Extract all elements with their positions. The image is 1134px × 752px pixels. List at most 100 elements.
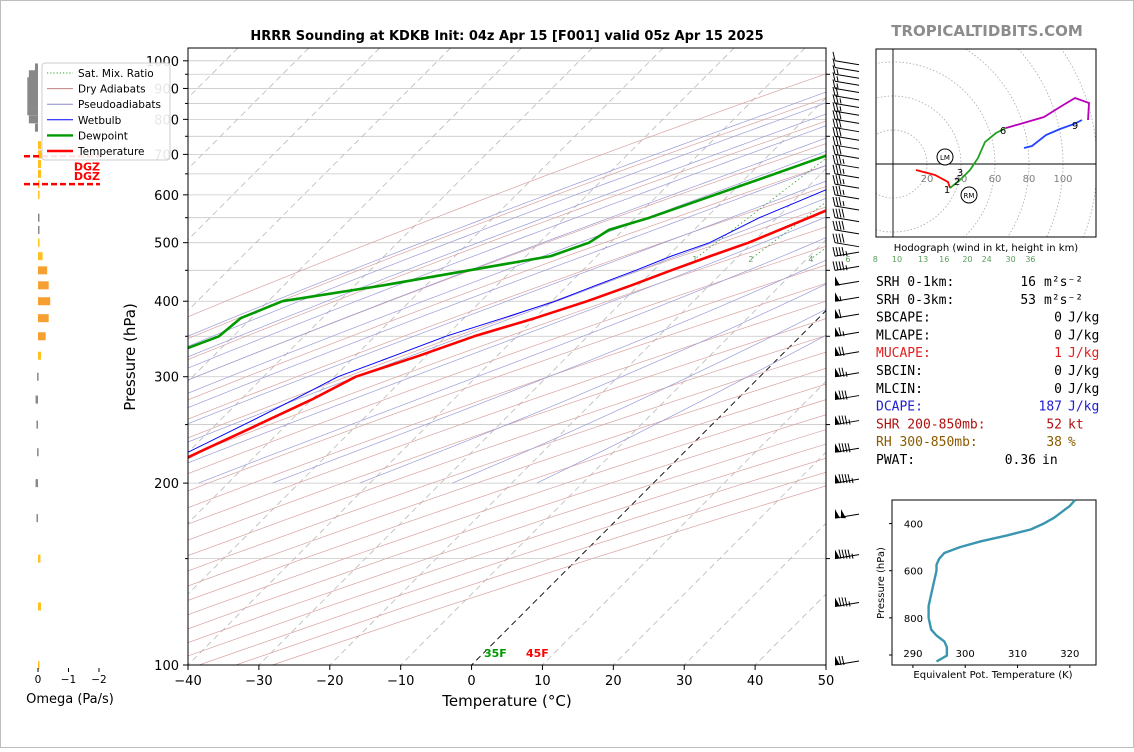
index-value: 187 (1039, 400, 1062, 415)
index-unit: J/kg (1068, 311, 1099, 326)
omega-bar (29, 70, 38, 78)
surface-dewpoint-label: 35F (484, 647, 507, 660)
index-value: 0 (1054, 328, 1062, 343)
y-tick-label: 600 (154, 189, 179, 204)
skewt-x-label: Temperature (°C) (441, 692, 571, 710)
index-label: SBCAPE: (876, 311, 931, 326)
mixing-ratio-label: 20 (962, 255, 972, 264)
omega-tick-label: −2 (91, 674, 106, 686)
index-value: 0.36 (1005, 453, 1036, 468)
omega-bar (36, 396, 38, 404)
index-label: SHR 200-850mb: (876, 417, 986, 432)
omega-bar (38, 314, 49, 322)
index-value: 1 (1054, 346, 1062, 361)
legend-label: Pseudoadiabats (78, 99, 161, 111)
surface-temperature-label: 45F (526, 647, 549, 660)
x-tick-label: 40 (747, 674, 764, 689)
omega-bar (29, 115, 38, 123)
index-unit: m²s⁻² (1044, 293, 1083, 308)
index-unit: m²s⁻² (1044, 275, 1083, 290)
hodograph-height-label: 6 (1000, 126, 1006, 137)
index-label: SRH 0-3km: (876, 293, 954, 308)
x-tick-label: −30 (245, 674, 272, 689)
theta-e-x-tick-label: 320 (1060, 649, 1079, 660)
left-mover-label: LM (940, 154, 950, 162)
omega-bar (38, 160, 41, 168)
index-label: SRH 0-1km: (876, 275, 954, 290)
mixing-ratio-label: 4 (808, 255, 813, 264)
index-value: 38 (1046, 435, 1062, 450)
mixing-ratio-label: 8 (873, 255, 878, 264)
omega-bar (38, 226, 40, 234)
skewt-y-label: Pressure (hPa) (121, 303, 139, 411)
mixing-ratio-label: 13 (918, 255, 928, 264)
index-unit: J/kg (1068, 382, 1099, 397)
theta-e-y-tick-label: 800 (904, 614, 923, 625)
omega-bar (27, 92, 38, 100)
y-tick-label: 400 (154, 295, 179, 310)
index-unit: kt (1068, 417, 1084, 432)
index-value: 52 (1046, 417, 1062, 432)
omega-bar (38, 252, 43, 260)
index-label: MLCAPE: (876, 328, 931, 343)
index-value: 0 (1054, 382, 1062, 397)
hodograph-ring-label: 60 (989, 174, 1002, 185)
index-unit: J/kg (1068, 346, 1099, 361)
omega-axis-label: Omega (Pa/s) (26, 692, 114, 707)
index-unit: J/kg (1068, 328, 1099, 343)
omega-bar (27, 107, 38, 115)
omega-bar (27, 77, 38, 85)
theta-e-x-tick-label: 290 (903, 649, 922, 660)
y-tick-label: 200 (154, 477, 179, 492)
index-label: MUCAPE: (876, 346, 931, 361)
omega-tick-label: 0 (35, 674, 42, 686)
omega-bar (35, 124, 38, 132)
legend-label: Temperature (77, 146, 145, 158)
x-tick-label: −40 (174, 674, 201, 689)
dgz-label: DGZ (74, 160, 100, 173)
y-tick-label: 100 (154, 659, 179, 674)
index-value: 16 (1020, 275, 1036, 290)
omega-bar (36, 479, 38, 487)
hodograph-height-label: 3 (957, 168, 963, 179)
y-tick-label: 300 (154, 371, 179, 386)
omega-bar (38, 214, 40, 222)
x-tick-label: 10 (534, 674, 551, 689)
index-value: 0 (1054, 311, 1062, 326)
mixing-ratio-label: 36 (1025, 255, 1035, 264)
hodograph-height-label: 1 (944, 185, 950, 196)
x-tick-label: 50 (818, 674, 835, 689)
omega-bar (38, 191, 40, 199)
index-unit: J/kg (1068, 400, 1099, 415)
legend-label: Wetbulb (78, 115, 122, 127)
index-unit: in (1042, 453, 1058, 468)
mixing-ratio-label: 2 (748, 255, 753, 264)
omega-bar (38, 352, 41, 360)
index-value: 0 (1054, 364, 1062, 379)
omega-bar (38, 170, 41, 178)
index-unit: J/kg (1068, 364, 1099, 379)
brand-watermark: TROPICALTIDBITS.COM (891, 22, 1083, 40)
omega-bar (37, 448, 39, 456)
theta-e-x-tick-label: 300 (956, 649, 975, 660)
index-label: PWAT: (876, 453, 915, 468)
index-label: SBCIN: (876, 364, 923, 379)
index-label: MLCIN: (876, 382, 923, 397)
legend-label: Dewpoint (78, 130, 128, 142)
theta-e-y-tick-label: 600 (904, 567, 923, 578)
theta-e-y-tick-label: 400 (904, 520, 923, 531)
hodograph-ring-label: 80 (1023, 174, 1036, 185)
index-label: DCAPE: (876, 400, 923, 415)
mixing-ratio-label: 30 (1005, 255, 1015, 264)
x-tick-label: −20 (316, 674, 343, 689)
y-tick-label: 500 (154, 237, 179, 252)
omega-bar (38, 266, 47, 274)
right-mover-label: RM (964, 192, 975, 200)
omega-bar (38, 332, 46, 340)
index-label: RH 300-850mb: (876, 435, 978, 450)
mixing-ratio-label: 16 (939, 255, 949, 264)
legend-label: Dry Adiabats (78, 84, 146, 96)
